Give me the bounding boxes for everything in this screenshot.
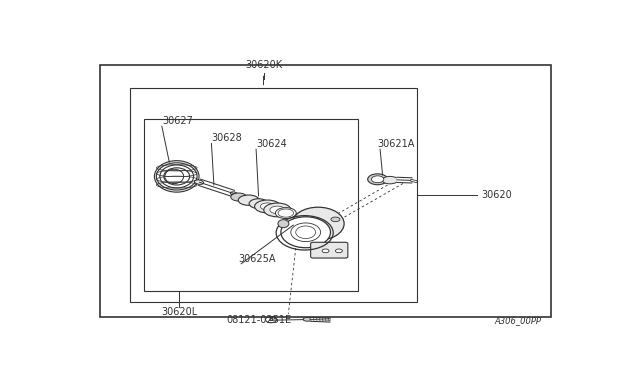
Ellipse shape — [278, 219, 289, 228]
Ellipse shape — [322, 249, 329, 253]
Ellipse shape — [270, 206, 285, 214]
Text: 30621A: 30621A — [378, 139, 415, 149]
Ellipse shape — [292, 207, 344, 240]
Text: 30620: 30620 — [482, 190, 513, 200]
Ellipse shape — [249, 199, 268, 208]
Ellipse shape — [367, 174, 388, 185]
Ellipse shape — [264, 203, 291, 217]
Ellipse shape — [156, 163, 197, 190]
Ellipse shape — [238, 195, 259, 205]
Ellipse shape — [371, 176, 384, 183]
Ellipse shape — [335, 249, 342, 253]
Ellipse shape — [164, 168, 189, 185]
Text: 30620L: 30620L — [161, 307, 197, 317]
Ellipse shape — [160, 165, 193, 188]
Ellipse shape — [260, 203, 275, 210]
Bar — [129, 87, 417, 302]
Text: 30625A: 30625A — [239, 254, 276, 264]
FancyBboxPatch shape — [310, 242, 348, 258]
Ellipse shape — [281, 217, 330, 248]
Ellipse shape — [154, 161, 199, 192]
Ellipse shape — [230, 192, 237, 195]
Ellipse shape — [331, 217, 340, 222]
Bar — [145, 119, 358, 291]
Ellipse shape — [275, 208, 296, 218]
Ellipse shape — [195, 180, 204, 185]
Ellipse shape — [231, 193, 246, 201]
Text: 08121-0251E: 08121-0251E — [227, 315, 291, 325]
Text: 30628: 30628 — [211, 134, 242, 144]
Text: B: B — [269, 317, 273, 322]
Bar — [100, 65, 551, 317]
Text: 30624: 30624 — [256, 139, 287, 149]
Text: 30627: 30627 — [162, 116, 193, 126]
Text: 30620K: 30620K — [245, 60, 282, 70]
Ellipse shape — [165, 169, 184, 183]
Ellipse shape — [303, 317, 311, 321]
Ellipse shape — [382, 176, 398, 184]
Text: A306_00PP: A306_00PP — [495, 316, 541, 326]
Ellipse shape — [255, 200, 280, 213]
